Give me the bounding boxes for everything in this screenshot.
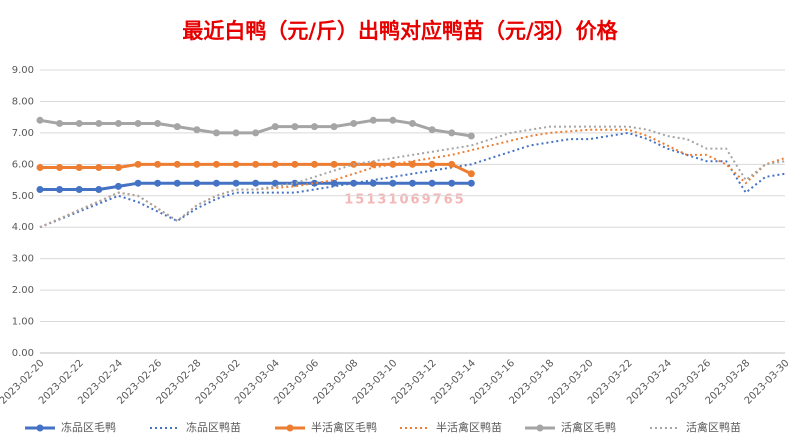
watermark: 15131069765 xyxy=(344,193,466,208)
data-point xyxy=(212,179,220,187)
data-point xyxy=(56,163,64,171)
data-point xyxy=(173,123,181,131)
data-point xyxy=(389,179,397,187)
data-point xyxy=(369,179,377,187)
data-point xyxy=(350,119,358,127)
data-point xyxy=(330,179,338,187)
data-point xyxy=(212,129,220,137)
data-point xyxy=(134,179,142,187)
data-point xyxy=(350,179,358,187)
data-point xyxy=(271,160,279,168)
legend-label: 活禽区鸭苗 xyxy=(686,420,741,434)
data-point xyxy=(56,119,64,127)
legend-label: 冻品区毛鸭 xyxy=(61,420,116,434)
data-point xyxy=(56,185,64,193)
data-point xyxy=(114,182,122,190)
data-point xyxy=(193,160,201,168)
data-point xyxy=(36,163,44,171)
data-point xyxy=(154,160,162,168)
data-point xyxy=(428,179,436,187)
data-point xyxy=(252,160,260,168)
data-point xyxy=(291,123,299,131)
data-point xyxy=(428,126,436,134)
data-point xyxy=(252,179,260,187)
y-tick-label: 7.00 xyxy=(12,128,34,139)
legend-label: 半活禽区毛鸭 xyxy=(311,420,377,434)
data-point xyxy=(330,160,338,168)
series-line xyxy=(39,125,786,229)
data-point xyxy=(310,160,318,168)
legend-label: 活禽区毛鸭 xyxy=(561,420,616,434)
data-point xyxy=(154,179,162,187)
data-point xyxy=(310,179,318,187)
data-point xyxy=(95,163,103,171)
data-point xyxy=(291,160,299,168)
y-tick-label: 6.00 xyxy=(12,159,34,170)
y-tick-label: 4.00 xyxy=(12,222,34,233)
data-point xyxy=(467,170,475,178)
legend-label: 冻品区鸭苗 xyxy=(186,420,241,434)
data-point xyxy=(448,160,456,168)
legend-marker xyxy=(286,424,294,432)
data-point xyxy=(36,116,44,124)
data-point xyxy=(193,126,201,134)
data-point xyxy=(75,119,83,127)
data-point xyxy=(212,160,220,168)
y-tick-label: 9.00 xyxy=(12,65,34,76)
data-point xyxy=(409,160,416,168)
data-point xyxy=(154,119,162,127)
data-point xyxy=(232,160,240,168)
y-tick-label: 2.00 xyxy=(12,285,34,296)
data-point xyxy=(467,179,475,187)
data-point xyxy=(389,116,397,124)
data-point xyxy=(389,160,397,168)
y-tick-label: 0.00 xyxy=(12,348,34,359)
legend-marker xyxy=(36,424,44,432)
data-point xyxy=(291,179,299,187)
data-point xyxy=(271,179,279,187)
chart-title: 最近白鸭（元/斤）出鸭对应鸭苗（元/羽）价格 xyxy=(182,19,618,43)
data-point xyxy=(36,185,44,193)
data-point xyxy=(75,185,83,193)
data-point xyxy=(232,129,240,137)
y-tick-label: 8.00 xyxy=(12,96,34,107)
data-point xyxy=(95,185,103,193)
data-point xyxy=(134,119,142,127)
y-tick-label: 3.00 xyxy=(12,254,34,265)
data-point xyxy=(95,119,103,127)
data-point xyxy=(409,119,416,127)
data-point xyxy=(409,179,416,187)
legend-label: 半活禽区鸭苗 xyxy=(436,420,502,434)
data-point xyxy=(448,179,456,187)
data-point xyxy=(369,160,377,168)
data-point xyxy=(467,132,475,140)
data-point xyxy=(310,123,318,131)
data-point xyxy=(134,160,142,168)
data-point xyxy=(369,116,377,124)
data-point xyxy=(75,163,83,171)
data-point xyxy=(114,163,122,171)
data-point xyxy=(193,179,201,187)
data-point xyxy=(114,119,122,127)
data-point xyxy=(428,160,436,168)
data-point xyxy=(252,129,260,137)
y-tick-label: 5.00 xyxy=(12,191,34,202)
data-point xyxy=(330,123,338,131)
data-point xyxy=(173,160,181,168)
data-point xyxy=(271,123,279,131)
y-tick-label: 1.00 xyxy=(12,317,34,328)
data-point xyxy=(448,129,456,137)
legend-marker xyxy=(536,424,544,432)
data-point xyxy=(232,179,240,187)
data-point xyxy=(173,179,181,187)
